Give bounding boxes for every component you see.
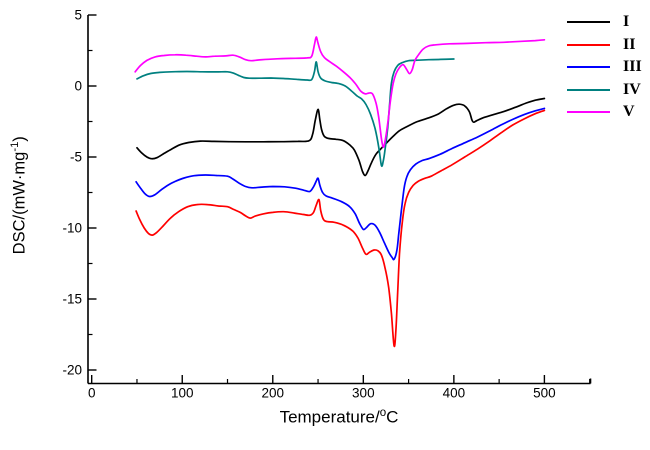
curve-I (136, 97, 546, 177)
legend-swatch-I (567, 21, 610, 24)
x-tick-label: 500 (533, 386, 556, 401)
legend-item-I: I (567, 11, 642, 34)
x-tick-label: 200 (262, 386, 285, 401)
y-axis-title-text: DSC/(mW·mg (10, 151, 29, 255)
x-axis-title-degree: o (379, 407, 387, 419)
legend-swatch-V (567, 111, 610, 114)
y-axis-title: DSC/(mW·mg-1) (9, 75, 30, 315)
y-axis-title-close: ) (10, 136, 29, 142)
y-tick-label: 5 (74, 8, 82, 23)
curve-IV (136, 58, 455, 168)
curve-III (135, 107, 546, 261)
legend-item-III: III (567, 56, 642, 79)
curve-II (135, 109, 546, 348)
y-tick-label: -10 (62, 221, 82, 236)
x-tick-label: 400 (443, 386, 466, 401)
legend-item-IV: IV (567, 79, 642, 102)
legend-label-V: V (623, 103, 635, 121)
y-tick-label: -15 (62, 292, 82, 307)
y-tick-label: 0 (74, 79, 82, 94)
legend-swatch-II (567, 43, 610, 46)
legend-label-I: I (623, 13, 630, 31)
x-tick-label: 300 (352, 386, 375, 401)
x-axis-title: Temperature/oC (88, 407, 590, 428)
curve-V (134, 36, 546, 148)
x-tick-label: 0 (88, 386, 96, 401)
legend-label-III: III (623, 58, 642, 76)
y-tick-label: -5 (70, 150, 82, 165)
x-tick-label: 100 (171, 386, 194, 401)
x-axis-title-text: Temperature/ (279, 407, 380, 427)
legend-item-V: V (567, 101, 642, 124)
x-axis-title-unit: C (386, 407, 399, 427)
axis-frame (87, 15, 592, 385)
legend-swatch-III (567, 66, 610, 69)
legend-label-IV: IV (623, 80, 641, 98)
legend: I II III IV V (567, 11, 642, 124)
legend-item-II: II (567, 34, 642, 57)
y-tick-label: -20 (62, 363, 82, 378)
legend-label-II: II (623, 35, 636, 53)
legend-swatch-IV (567, 88, 610, 91)
y-axis-title-exponent: -1 (8, 141, 21, 152)
